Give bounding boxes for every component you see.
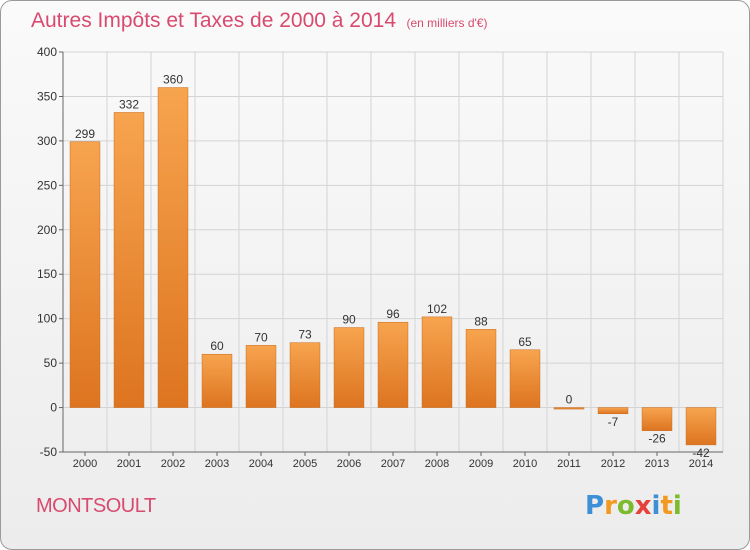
axes <box>59 51 723 456</box>
x-tick-label: 2008 <box>425 458 449 470</box>
value-label: -42 <box>692 446 710 460</box>
x-tick-label: 2003 <box>205 458 229 470</box>
bar <box>597 407 629 415</box>
commune-name: MONTSOULT <box>36 495 156 517</box>
bar <box>333 327 365 408</box>
y-tick-label: 50 <box>44 356 58 370</box>
bar <box>509 349 541 408</box>
x-tick-label: 2000 <box>73 458 97 470</box>
x-tick-label: 2009 <box>469 458 493 470</box>
value-label: 60 <box>210 339 224 353</box>
x-tick-label: 2011 <box>557 458 581 470</box>
bar <box>113 112 145 408</box>
x-tick-label: 2007 <box>381 458 405 470</box>
bar <box>421 316 453 408</box>
proxiti-logo: Proxiti <box>585 491 682 521</box>
bar <box>245 345 277 408</box>
value-label: 88 <box>474 314 488 328</box>
y-tick-label: 150 <box>37 267 57 281</box>
brand-letter: x <box>634 491 652 521</box>
x-tick-label: 2005 <box>293 458 317 470</box>
bar <box>69 141 101 408</box>
y-tick-label: 250 <box>37 178 57 192</box>
value-label: 360 <box>163 73 183 87</box>
y-tick-label: -50 <box>40 445 58 459</box>
brand-letter: P <box>585 491 605 521</box>
chart-unit: (en milliers d'€) <box>406 16 488 30</box>
bar <box>685 407 717 446</box>
chart-title: Autres Impôts et Taxes de 2000 à 2014 <box>31 9 397 32</box>
x-tick-label: 2006 <box>337 458 361 470</box>
bar <box>157 87 189 408</box>
bar <box>289 342 321 408</box>
x-tick-label: 2014 <box>689 458 713 470</box>
brand-letter: t <box>660 491 673 521</box>
y-tick-label: 0 <box>50 401 57 415</box>
brand-letter: i <box>651 491 661 521</box>
brand-letter: i <box>672 491 682 521</box>
bar <box>553 407 585 410</box>
value-label: 299 <box>75 127 95 141</box>
bar <box>641 407 673 431</box>
y-tick-label: 300 <box>37 134 57 148</box>
value-label: 73 <box>298 328 312 342</box>
x-tick-label: 2012 <box>601 458 625 470</box>
value-label: 96 <box>386 307 400 321</box>
brand-letter: r <box>604 491 617 521</box>
x-tick-label: 2013 <box>645 458 669 470</box>
value-label: 90 <box>342 313 356 327</box>
x-tick-label: 2010 <box>513 458 537 470</box>
chart-title-block: Autres Impôts et Taxes de 2000 à 2014 (e… <box>31 9 487 33</box>
value-label: 70 <box>254 330 268 344</box>
brand-letter: o <box>616 491 635 521</box>
y-tick-label: 350 <box>37 89 57 103</box>
value-label: 0 <box>566 393 573 407</box>
y-tick-label: 200 <box>37 223 57 237</box>
y-tick-label: 400 <box>37 45 57 59</box>
value-label: 65 <box>518 335 532 349</box>
value-label: -7 <box>608 415 619 429</box>
x-tick-label: 2001 <box>117 458 141 470</box>
x-tick-label: 2004 <box>249 458 273 470</box>
x-tick-label: 2002 <box>161 458 185 470</box>
value-label: 102 <box>427 302 447 316</box>
value-label: -26 <box>648 432 666 446</box>
labels: -50 0 50 100 150 200 250 300 350 400 299 2000 332 200… <box>37 45 713 470</box>
bars <box>69 87 717 446</box>
bar <box>465 329 497 408</box>
bar <box>201 353 233 408</box>
bar <box>377 321 409 408</box>
y-tick-label: 100 <box>37 312 57 326</box>
value-label: 332 <box>119 97 139 111</box>
